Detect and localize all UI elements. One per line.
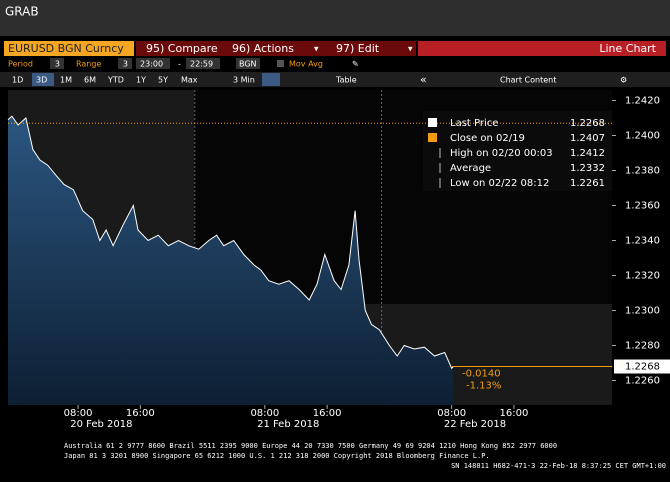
range-label: Range bbox=[76, 60, 101, 69]
legend-value: 1.2412 bbox=[570, 148, 605, 159]
dash: - bbox=[178, 60, 181, 69]
y-tick-label: 1.2420 bbox=[625, 96, 660, 107]
market: BGN bbox=[239, 60, 257, 69]
x-tick-label: 08:00 bbox=[64, 408, 93, 419]
change-pct: -1.13% bbox=[466, 381, 501, 392]
range-button[interactable]: 1Y bbox=[136, 76, 146, 85]
date-label: 20 Feb 2018 bbox=[70, 419, 132, 430]
end-box[interactable] bbox=[186, 58, 220, 69]
window-title: GRAB bbox=[5, 5, 39, 19]
y-tick-label: 1.2360 bbox=[625, 201, 660, 212]
footer-line: Australia 61 2 9777 8600 Brazil 5511 239… bbox=[64, 442, 557, 450]
date-label: 21 Feb 2018 bbox=[257, 419, 319, 430]
legend-label: Average bbox=[450, 163, 491, 174]
y-tick-label: 1.2300 bbox=[625, 306, 660, 317]
market-box[interactable] bbox=[236, 58, 260, 69]
end-time: 22:59 bbox=[190, 60, 213, 69]
x-tick-label: 16:00 bbox=[500, 408, 529, 419]
y-tick-label: 1.2280 bbox=[625, 341, 660, 352]
range-button[interactable]: 6M bbox=[84, 76, 96, 85]
y-tick-label: 1.2320 bbox=[625, 271, 660, 282]
date-label: 22 Feb 2018 bbox=[444, 419, 506, 430]
range-button[interactable]: 3D bbox=[36, 76, 47, 85]
dropdown-arrow: ▾ bbox=[314, 45, 319, 55]
period-value: 3 bbox=[55, 60, 60, 69]
start-time: 23:00 bbox=[140, 60, 163, 69]
range-button[interactable]: Max bbox=[181, 76, 198, 85]
price-area bbox=[8, 116, 454, 405]
legend-value: 1.2268 bbox=[570, 118, 605, 129]
interval[interactable]: 3 Min bbox=[233, 76, 255, 85]
x-tick-label: 16:00 bbox=[313, 408, 342, 419]
x-tick-label: 16:00 bbox=[126, 408, 155, 419]
price-line bbox=[7, 115, 454, 370]
legend-value: 1.2332 bbox=[570, 163, 605, 174]
range-button[interactable]: YTD bbox=[107, 76, 124, 85]
view-name: Line Chart bbox=[599, 42, 656, 55]
y-tick-label: 1.2340 bbox=[625, 236, 660, 247]
chart-content[interactable]: Chart Content bbox=[500, 76, 556, 85]
legend-label: Close on 02/19 bbox=[450, 133, 525, 144]
range-button[interactable]: 1D bbox=[12, 76, 23, 85]
range-value: 3 bbox=[123, 60, 128, 69]
security-box[interactable] bbox=[4, 41, 134, 56]
checkbox[interactable] bbox=[277, 60, 284, 67]
footer-line: SN 148811 H682-471-3 22-Feb-18 8:37:25 C… bbox=[451, 462, 666, 470]
period-box[interactable] bbox=[50, 58, 64, 69]
edit-button[interactable]: 97) Edit bbox=[336, 42, 380, 55]
y-tick-label: 1.2260 bbox=[625, 376, 660, 387]
range-button[interactable]: 1M bbox=[60, 76, 72, 85]
range-box[interactable] bbox=[118, 58, 132, 69]
legend-value: 1.2407 bbox=[570, 133, 605, 144]
footer-line: Japan 81 3 3201 8900 Singapore 65 6212 1… bbox=[64, 452, 490, 460]
legend-swatch bbox=[428, 118, 437, 127]
legend-label: High on 02/20 00:03 bbox=[450, 148, 553, 159]
last-price-tag bbox=[614, 359, 670, 374]
last-price-tag-label: 1.2268 bbox=[625, 362, 660, 373]
dropdown-arrow: ▾ bbox=[408, 45, 413, 55]
compare-button[interactable]: 95) Compare bbox=[146, 42, 218, 55]
x-tick-label: 08:00 bbox=[437, 408, 466, 419]
y-tick-label: 1.2400 bbox=[625, 131, 660, 142]
legend-swatch bbox=[428, 133, 437, 142]
selected-range bbox=[32, 73, 54, 86]
settings-icon[interactable]: ⚙ bbox=[620, 76, 627, 85]
button-bar bbox=[136, 41, 416, 56]
legend-value: 1.2261 bbox=[570, 178, 605, 189]
period-label: Period bbox=[8, 60, 33, 69]
range-bar bbox=[0, 72, 670, 87]
line-icon[interactable] bbox=[262, 73, 280, 86]
legend-box bbox=[423, 111, 612, 191]
x-tick-label: 08:00 bbox=[250, 408, 279, 419]
actions-button[interactable]: 96) Actions bbox=[232, 42, 294, 55]
legend-label: Last Price bbox=[450, 118, 498, 129]
pencil-icon[interactable]: ✎ bbox=[352, 60, 359, 69]
y-tick-label: 1.2380 bbox=[625, 166, 660, 177]
table-button[interactable]: Table bbox=[335, 76, 357, 85]
start-box[interactable] bbox=[136, 58, 170, 69]
range-button[interactable]: 5Y bbox=[158, 76, 168, 85]
collapse-button[interactable]: « bbox=[420, 73, 427, 86]
change: -0.0140 bbox=[462, 369, 501, 380]
mov-avg: Mov Avg bbox=[289, 60, 323, 69]
security: EURUSD BGN Curncy bbox=[8, 42, 124, 55]
view-box bbox=[418, 41, 666, 56]
legend-label: Low on 02/22 08:12 bbox=[450, 178, 549, 189]
title-bar bbox=[0, 0, 670, 36]
